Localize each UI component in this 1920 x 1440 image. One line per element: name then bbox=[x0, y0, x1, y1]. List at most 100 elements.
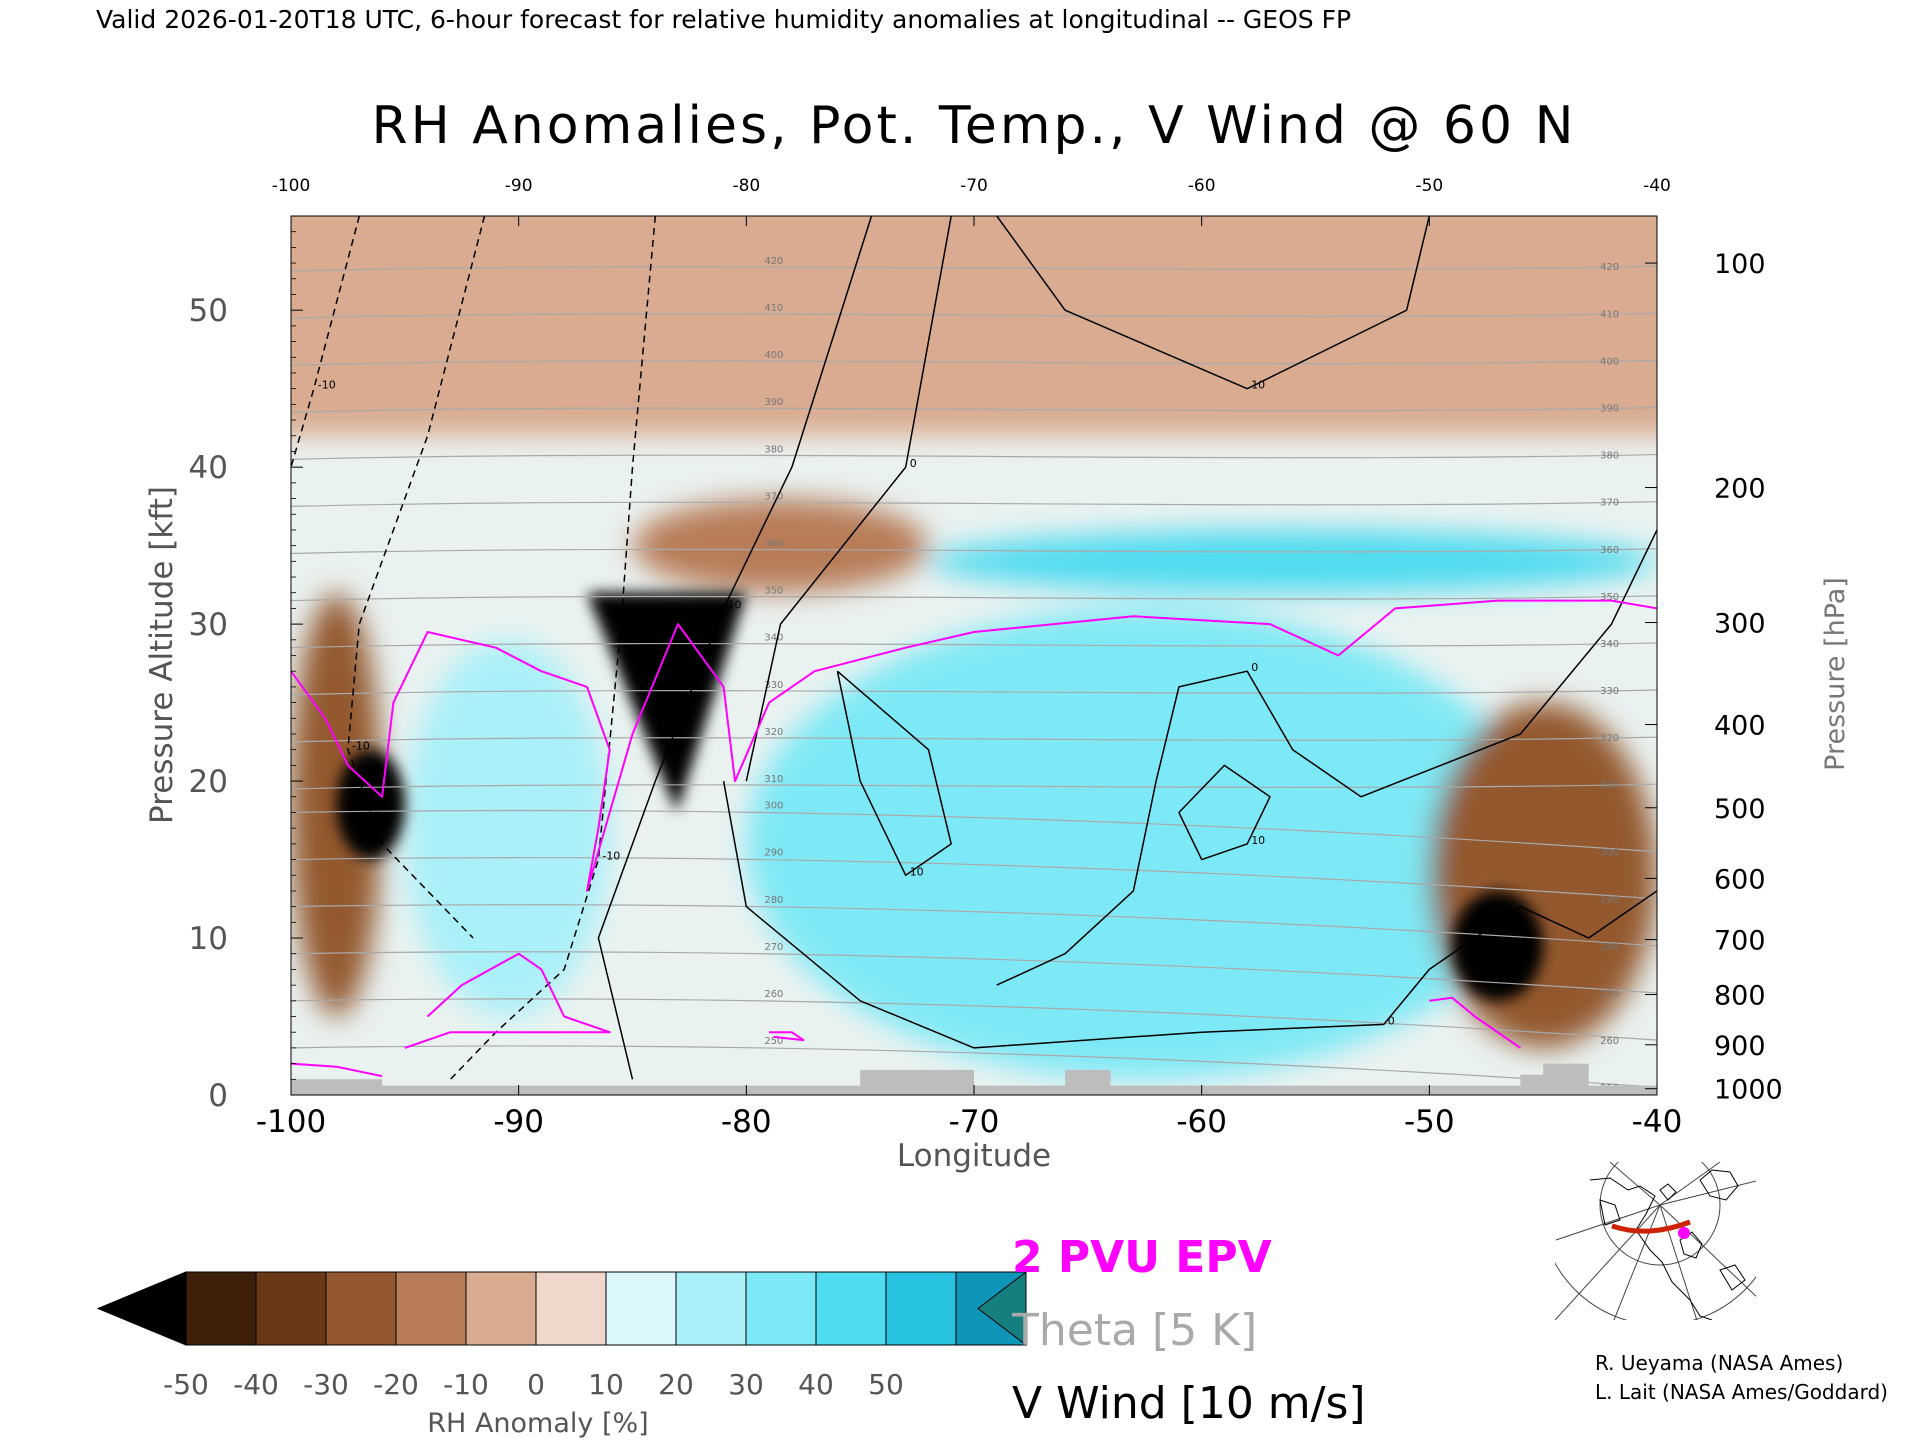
x-tick-label: -70 bbox=[949, 1104, 1000, 1140]
theta-label: 290 bbox=[764, 848, 783, 859]
theta-contour bbox=[291, 998, 1657, 1041]
rh-region bbox=[404, 639, 610, 1017]
theta-label: 370 bbox=[764, 491, 783, 502]
pressure-tick-label: 900 bbox=[1714, 1031, 1766, 1062]
theta-label: 300 bbox=[1600, 848, 1619, 859]
pvu-contour bbox=[769, 1031, 805, 1042]
colorbar-tick-label: 20 bbox=[658, 1368, 694, 1401]
location-marker bbox=[1678, 1227, 1690, 1239]
axes: -100-100-90-90-80-80-70-70-60-60-50-50-4… bbox=[189, 176, 1783, 1140]
v-wind-contour bbox=[291, 216, 361, 468]
rh-region bbox=[928, 529, 1657, 593]
y-tick-label: 10 bbox=[189, 921, 228, 957]
colorbar-tick-label: -30 bbox=[303, 1368, 349, 1401]
v-wind-label: -10 bbox=[352, 740, 370, 753]
y-tick-label: 40 bbox=[189, 450, 228, 486]
theta-contour bbox=[291, 642, 1657, 649]
x-top-tick-label: -70 bbox=[960, 176, 988, 196]
v-wind-contour bbox=[996, 216, 1431, 390]
v-wind-label: 10 bbox=[910, 865, 924, 878]
v-wind-label: 0 bbox=[1251, 661, 1258, 674]
x-tick-label: -100 bbox=[256, 1104, 326, 1140]
theta-label: 390 bbox=[764, 397, 783, 408]
theta-label: 350 bbox=[1600, 592, 1619, 603]
theta-contour bbox=[291, 856, 1657, 900]
chart-title: RH Anomalies, Pot. Temp., V Wind @ 60 N bbox=[371, 96, 1576, 156]
pressure-tick-label: 700 bbox=[1714, 926, 1766, 957]
theta-label: 320 bbox=[1600, 733, 1619, 744]
theta-label: 380 bbox=[1600, 451, 1619, 462]
colorbar-tick-label: 30 bbox=[728, 1368, 764, 1401]
theta-contour bbox=[291, 951, 1657, 994]
theta-label: 290 bbox=[1600, 895, 1619, 906]
theta-label: 280 bbox=[1600, 942, 1619, 953]
theta-label: 320 bbox=[764, 727, 783, 738]
valid-time-caption: Valid 2026-01-20T18 UTC, 6-hour forecast… bbox=[96, 5, 1351, 34]
section-line bbox=[1611, 1219, 1691, 1234]
theta-contours: 2502502602602702702802802902903003003103… bbox=[291, 256, 1657, 1094]
theta-label: 340 bbox=[764, 633, 783, 644]
colorbar: -50 -40 -30 -20 -10 0 10 20 30 40 50 bbox=[96, 1270, 1027, 1401]
theta-label: 280 bbox=[764, 895, 783, 906]
theta-label: 350 bbox=[764, 586, 783, 597]
v-wind-label: -10 bbox=[602, 850, 620, 863]
x-top-tick-label: -60 bbox=[1188, 176, 1216, 196]
v-wind-label: -10 bbox=[318, 379, 336, 392]
v-wind-label: 10 bbox=[728, 598, 742, 611]
theta-contour bbox=[291, 312, 1657, 319]
v-wind-contour bbox=[996, 529, 1657, 986]
x-tick-label: -80 bbox=[721, 1104, 772, 1140]
colorbar-tick-label: 40 bbox=[798, 1368, 834, 1401]
rh-region bbox=[586, 592, 747, 813]
x-tick-label: -50 bbox=[1404, 1104, 1455, 1140]
pressure-tick-label: 800 bbox=[1714, 981, 1766, 1012]
theta-label: 360 bbox=[1600, 545, 1619, 556]
colorbar-tick-label: -10 bbox=[443, 1368, 489, 1401]
theta-label: 260 bbox=[764, 989, 783, 1000]
v-wind-label: 0 bbox=[910, 457, 917, 470]
colorbar-swatch bbox=[885, 1271, 957, 1346]
terrain-shape bbox=[291, 1063, 1657, 1095]
x-top-tick-label: -100 bbox=[272, 176, 311, 196]
x-tick-label: -90 bbox=[493, 1104, 544, 1140]
x-axis-label: Longitude bbox=[897, 1138, 1051, 1174]
theta-label: 330 bbox=[764, 680, 783, 691]
theta-contour bbox=[291, 453, 1657, 460]
legend-vwind: V Wind [10 m/s] bbox=[1012, 1378, 1366, 1429]
rh-region bbox=[291, 216, 1657, 436]
v-wind-contour bbox=[347, 216, 486, 939]
theta-contour bbox=[291, 265, 1657, 272]
theta-label: 390 bbox=[1600, 403, 1619, 414]
pvu-contour bbox=[404, 952, 611, 1049]
theta-label: 420 bbox=[764, 256, 783, 267]
x-top-tick-label: -80 bbox=[732, 176, 760, 196]
credit-line-2: L. Lait (NASA Ames/Goddard) bbox=[1595, 1380, 1888, 1404]
x-tick-label: -40 bbox=[1632, 1104, 1683, 1140]
theta-label: 330 bbox=[1600, 686, 1619, 697]
v-wind-contour bbox=[597, 216, 873, 1080]
location-map-icon bbox=[1555, 1162, 1756, 1320]
colorbar-tick-label: 10 bbox=[588, 1368, 624, 1401]
colorbar-swatch bbox=[325, 1271, 397, 1346]
x-top-tick-label: -90 bbox=[505, 176, 533, 196]
theta-contour bbox=[291, 548, 1657, 555]
pressure-tick-label: 400 bbox=[1714, 711, 1766, 742]
terrain-mask bbox=[291, 1063, 1657, 1095]
legend-pvu: 2 PVU EPV bbox=[1012, 1232, 1272, 1283]
theta-contour bbox=[291, 595, 1657, 602]
pvu-contour bbox=[291, 599, 1657, 892]
y-tick-label: 20 bbox=[189, 764, 228, 800]
rh-region bbox=[632, 498, 929, 593]
rh-region bbox=[336, 749, 405, 860]
theta-contour bbox=[291, 904, 1657, 947]
x-top-tick-label: -50 bbox=[1415, 176, 1443, 196]
theta-contour bbox=[291, 406, 1657, 413]
theta-label: 310 bbox=[1600, 780, 1619, 791]
pressure-tick-label: 100 bbox=[1714, 249, 1766, 280]
theta-label: 270 bbox=[1600, 989, 1619, 1000]
colorbar-tick-label: 0 bbox=[527, 1368, 545, 1401]
pressure-tick-label: 1000 bbox=[1714, 1075, 1783, 1106]
theta-label: 360 bbox=[764, 538, 783, 549]
colorbar-swatch bbox=[745, 1271, 817, 1346]
theta-label: 400 bbox=[764, 350, 783, 361]
